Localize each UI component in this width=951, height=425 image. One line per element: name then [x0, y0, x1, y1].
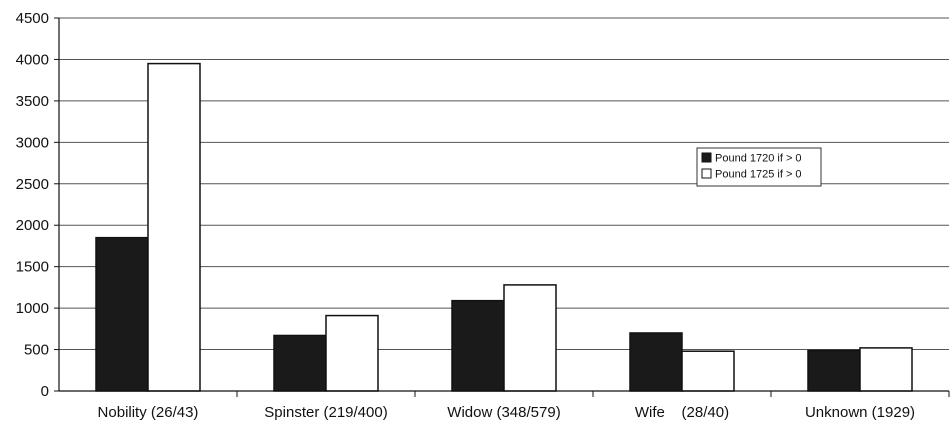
y-tick-label: 2500 — [16, 176, 49, 193]
y-tick-label: 4000 — [16, 51, 49, 68]
y-axis-ticks: 0 500 1000 1500 2000 2500 3000 3500 4000 4500 — [16, 10, 49, 400]
x-category-label: Spinster (219/400) — [264, 404, 387, 421]
bar-pound-1725 — [147, 62, 201, 392]
x-category-label: Widow (348/579) — [447, 404, 560, 421]
legend-swatch — [701, 168, 712, 179]
bar-pound-1720 — [629, 332, 683, 392]
y-tick-label: 1500 — [16, 259, 49, 276]
y-tick-label: 500 — [24, 342, 49, 359]
bar-pound-1720 — [451, 299, 505, 392]
y-tick-label: 4500 — [16, 10, 49, 27]
legend: Pound 1720 if > 0 Pound 1725 if > 0 — [696, 147, 822, 187]
y-tick-label: 3500 — [16, 93, 49, 110]
x-category-label: Wife (28/40) — [635, 404, 729, 421]
y-tick-label: 3000 — [16, 134, 49, 151]
legend-swatch — [701, 152, 712, 163]
axes — [58, 18, 950, 397]
y-tick-label: 1000 — [16, 300, 49, 317]
y-tick-label: 0 — [41, 383, 49, 400]
bar-pound-1725 — [681, 350, 735, 392]
legend-box — [696, 147, 822, 187]
bar-pound-1725 — [325, 314, 379, 392]
x-axis-labels: Nobility (26/43) Spinster (219/400) Widow … — [98, 404, 915, 421]
bar-pound-1725 — [503, 284, 557, 392]
bars — [95, 62, 913, 392]
legend-label: Pound 1725 if > 0 — [715, 169, 802, 181]
bar-pound-1720 — [273, 334, 327, 392]
legend-label: Pound 1720 if > 0 — [715, 153, 802, 165]
x-category-label: Unknown (1929) — [805, 404, 915, 421]
x-category-label: Nobility (26/43) — [98, 404, 199, 421]
bar-pound-1725 — [859, 347, 913, 392]
y-tick-label: 2000 — [16, 217, 49, 234]
bar-pound-1720 — [95, 236, 149, 392]
bar-pound-1720 — [807, 349, 861, 392]
